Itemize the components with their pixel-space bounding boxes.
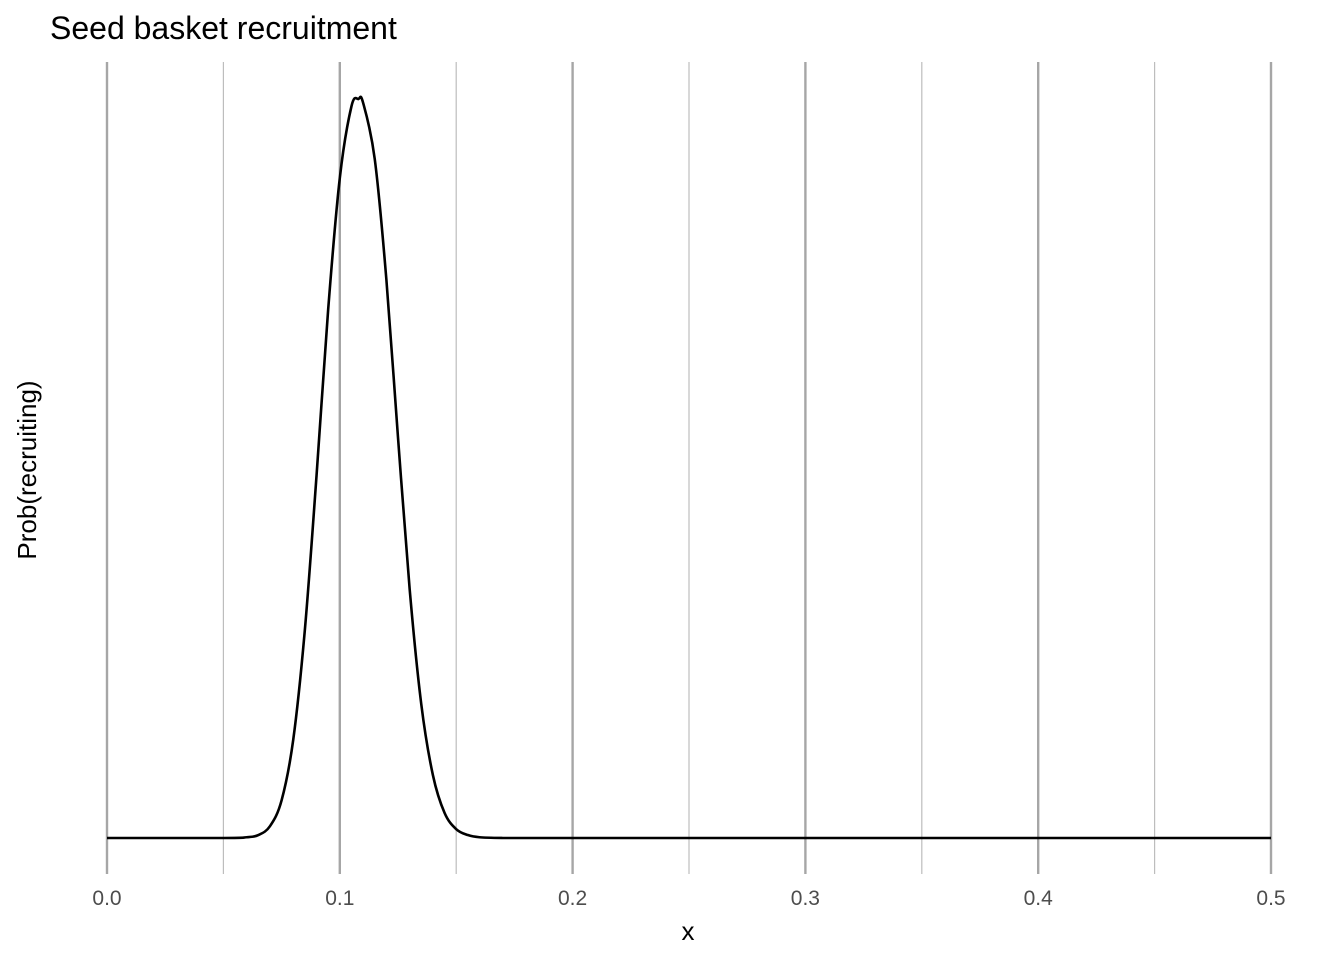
- x-tick-label-5: 0.5: [1256, 887, 1285, 910]
- x-tick-label-3: 0.3: [791, 887, 820, 910]
- x-tick-labels: 0.0 0.1 0.2 0.3 0.4 0.5: [92, 887, 1285, 910]
- x-tick-label-1: 0.1: [325, 887, 354, 910]
- x-tick-label-0: 0.0: [92, 887, 121, 910]
- series-layer: [107, 95, 1271, 840]
- series-line-0: [107, 95, 1271, 840]
- x-tick-label-2: 0.2: [558, 887, 587, 910]
- grid-lines: [105, 62, 1273, 874]
- x-tick-label-4: 0.4: [1024, 887, 1054, 910]
- x-axis-title: x: [682, 916, 695, 946]
- chart-title: Seed basket recruitment: [50, 10, 397, 46]
- y-axis-title: Prob(recruiting): [12, 380, 42, 559]
